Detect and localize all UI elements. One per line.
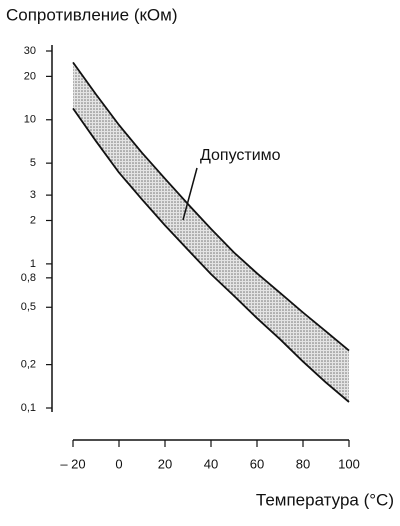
y-tick-label: 10 <box>24 114 36 126</box>
x-tick-label: 0 <box>115 456 122 471</box>
x-tick-label: 40 <box>204 456 218 471</box>
annotation-pointer <box>182 167 198 221</box>
y-tick-label: 1 <box>30 258 36 270</box>
x-tick-label: 60 <box>250 456 264 471</box>
x-tick-label: 100 <box>338 456 360 471</box>
y-axis-title: Сопротивление (кОм) <box>6 5 178 24</box>
y-tick-label: 0,8 <box>21 272 36 284</box>
x-axis-title: Температура (°C) <box>256 490 394 509</box>
y-tick-label: 3 <box>30 189 36 201</box>
curve <box>72 61 350 352</box>
x-tick-label: 20 <box>158 456 172 471</box>
curve <box>72 107 350 403</box>
tolerance-band <box>73 62 349 403</box>
y-tick-label: 0,5 <box>21 301 36 313</box>
y-tick-label: 20 <box>24 70 36 82</box>
annotation: Допустимо <box>200 147 281 164</box>
y-tick-label: 5 <box>30 157 36 169</box>
y-tick-label: 0,2 <box>21 359 36 371</box>
x-tick-label: 80 <box>296 456 310 471</box>
y-tick-label: 0,1 <box>21 402 36 414</box>
y-tick-label: 30 <box>24 45 36 57</box>
x-tick-label: – 20 <box>60 456 85 471</box>
y-tick-label: 2 <box>30 214 36 226</box>
